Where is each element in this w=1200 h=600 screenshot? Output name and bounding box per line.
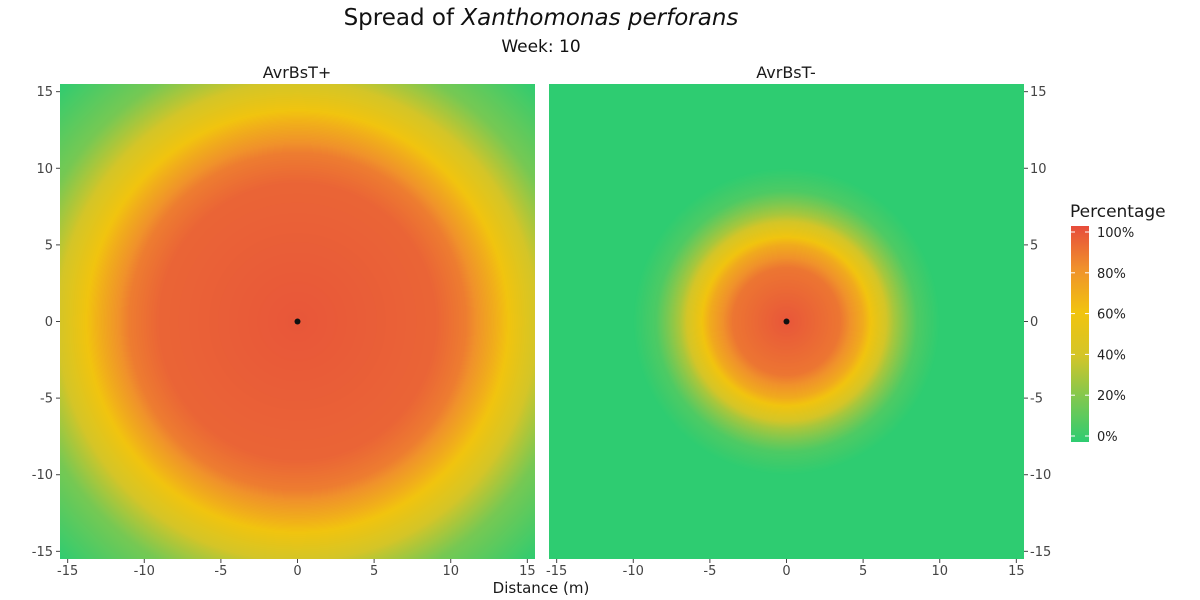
source-point (294, 318, 301, 325)
x-tick-label: -10 (134, 564, 155, 579)
y-tick-label-right: 5 (1030, 238, 1038, 253)
legend-tick-label: 100% (1097, 226, 1134, 241)
x-tick-label: -15 (57, 564, 78, 579)
legend-tick-label: 80% (1097, 267, 1126, 282)
source-point (783, 318, 790, 325)
y-tick-label-left: 0 (45, 315, 53, 330)
y-tick-label-right: 15 (1030, 85, 1047, 100)
x-tick-label: 15 (1008, 564, 1025, 579)
facet-label-left: AvrBsT+ (263, 63, 332, 82)
x-tick-label: -5 (214, 564, 227, 579)
legend-tick-label: 0% (1097, 430, 1118, 445)
x-tick-label: -5 (703, 564, 716, 579)
legend-colorbar (1071, 226, 1089, 442)
x-tick-label: 10 (931, 564, 948, 579)
chart-subtitle: Week: 10 (501, 37, 580, 57)
x-tick-label: 10 (442, 564, 459, 579)
y-tick-label-left: 15 (36, 85, 53, 100)
source-points (294, 318, 790, 325)
x-tick-label: -10 (623, 564, 644, 579)
chart-title-text: Spread of (344, 5, 455, 31)
x-tick-label: -15 (546, 564, 567, 579)
legend-tick-label: 20% (1097, 389, 1126, 404)
y-tick-label-left: 10 (36, 162, 53, 177)
y-tick-label-right: -5 (1030, 392, 1043, 407)
y-tick-label-right: 0 (1030, 315, 1038, 330)
legend-tick-label: 40% (1097, 348, 1126, 363)
chart-title-species: Xanthomonas perforans (460, 5, 738, 31)
x-tick-label: 15 (519, 564, 536, 579)
y-tick-label-right: -10 (1030, 468, 1051, 483)
legend-tick-label: 60% (1097, 308, 1126, 323)
y-tick-label-left: -5 (40, 392, 53, 407)
x-tick-label: 0 (782, 564, 790, 579)
x-axis-title: Distance (m) (493, 579, 590, 597)
x-tick-label: 0 (293, 564, 301, 579)
legend-ticks: 0% 20% 40% 60% 80% 100% (1071, 226, 1134, 445)
y-tick-label-left: 5 (45, 238, 53, 253)
x-tick-label: 5 (370, 564, 378, 579)
x-tick-label: 5 (859, 564, 867, 579)
facet-label-right: AvrBsT- (756, 63, 815, 82)
y-tick-label-right: 10 (1030, 162, 1047, 177)
legend-title: Percentage (1070, 202, 1166, 222)
y-tick-label-left: -10 (32, 468, 53, 483)
y-tick-label-right: -15 (1030, 545, 1051, 560)
legend: Percentage 0% 20% 40% 60% 80% 100% (1070, 202, 1166, 445)
chart-title: Spread of Xanthomonas perforans (344, 5, 739, 31)
y-tick-label-left: -15 (32, 545, 53, 560)
axes-ticks: -15 -10 -5 0 5 10 15 -15 -10 -5 0 5 10 15 -15 -15 -10 -10… (32, 85, 1051, 579)
